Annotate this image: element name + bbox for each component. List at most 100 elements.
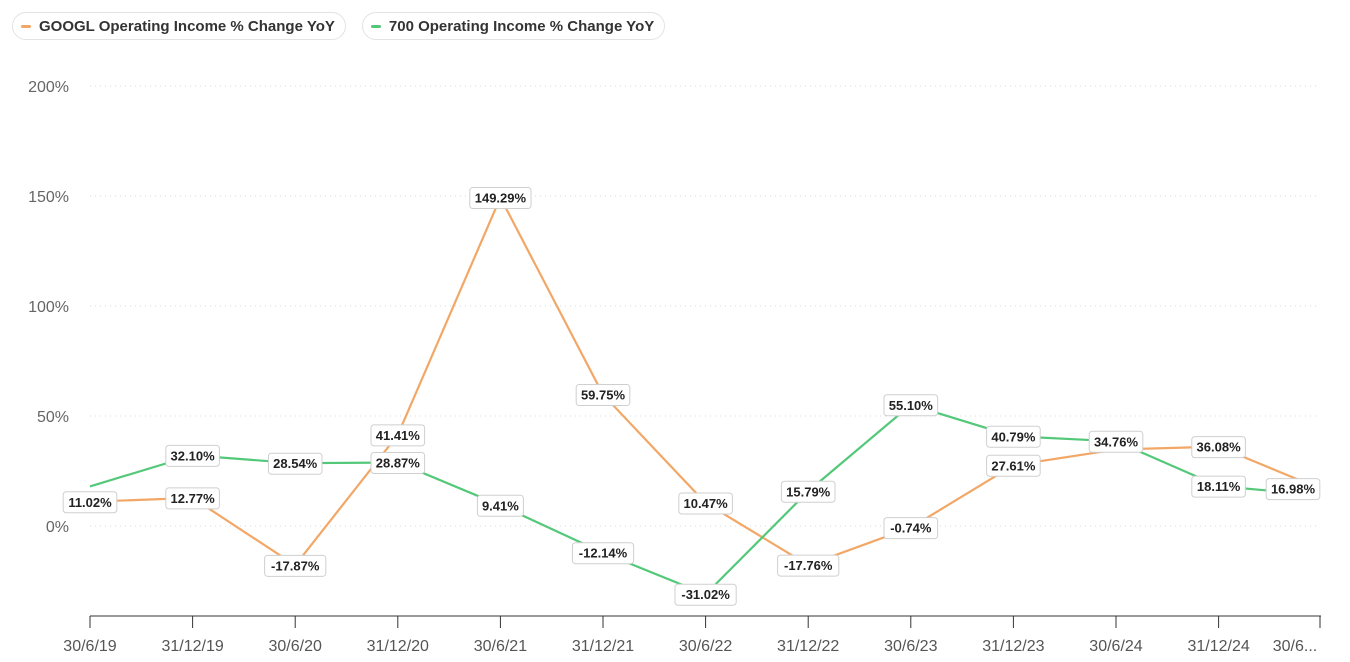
data-label-text: 28.87%: [376, 455, 421, 470]
data-label-box: [777, 554, 840, 577]
data-label-googl: 10.47%: [678, 492, 733, 515]
legend-swatch-googl: [21, 24, 31, 28]
data-label-box: [571, 542, 635, 565]
y-tick-label: 200%: [28, 79, 69, 96]
x-tick-label: 31/12/19: [161, 638, 223, 655]
data-label-box: [986, 454, 1041, 477]
x-tick-label: 30/6/22: [679, 638, 732, 655]
data-label-box: [1191, 475, 1246, 498]
data-label-box: [469, 187, 532, 210]
data-label-text: -31.02%: [681, 587, 730, 602]
data-label-text: 149.29%: [475, 191, 527, 206]
data-label-box: [986, 425, 1041, 448]
data-label-box: [1191, 436, 1246, 459]
data-label-box: [575, 384, 631, 407]
legend-label-tencent: 700 Operating Income % Change YoY: [388, 17, 655, 35]
data-label-box: [264, 554, 327, 577]
data-label-text: 59.75%: [581, 388, 626, 403]
data-label-text: 15.79%: [786, 484, 831, 499]
y-axis: 0% 50% 100% 150% 200%: [28, 79, 69, 536]
data-label-text: 18.11%: [1197, 479, 1241, 494]
data-label-text: 12.77%: [171, 491, 216, 506]
data-label-tencent: 15.79%: [780, 480, 836, 503]
y-tick-label: 0%: [46, 519, 69, 536]
data-label-text: 36.08%: [1197, 440, 1242, 455]
data-label-tencent: 28.87%: [370, 451, 426, 474]
data-label-box: [370, 451, 426, 474]
data-label-googl: 27.61%: [986, 454, 1041, 477]
data-label-googl: 11.02%: [62, 491, 118, 514]
data-label-box: [1265, 478, 1321, 501]
data-label-text: -12.14%: [579, 546, 628, 561]
data-label-tencent: -12.14%: [571, 542, 635, 565]
data-label-tencent: 18.11%: [1191, 475, 1246, 498]
data-label-box: [267, 452, 323, 475]
x-tick-label: 30/6/24: [1089, 638, 1142, 655]
data-label-googl: 149.29%: [469, 187, 532, 210]
data-label-text: 9.41%: [482, 498, 519, 513]
data-label-text: 34.76%: [1094, 434, 1139, 449]
data-label-box: [883, 394, 939, 417]
x-tick-label: 31/12/21: [572, 638, 634, 655]
x-tick-label: 30/6/20: [269, 638, 322, 655]
data-label-text: 55.10%: [889, 398, 934, 413]
data-label-googl: 12.77%: [165, 487, 220, 510]
chart-legend: GOOGL Operating Income % Change YoY 700 …: [12, 12, 666, 40]
data-label-box: [780, 480, 836, 503]
x-tick-label: 30/6/23: [884, 638, 937, 655]
data-label-text: -17.87%: [271, 558, 320, 573]
data-label-tencent: 34.76%: [1088, 430, 1144, 453]
data-label-googl: -17.76%: [777, 554, 840, 577]
legend-item-tencent[interactable]: 700 Operating Income % Change YoY: [361, 12, 666, 40]
data-label-box: [370, 424, 426, 447]
data-label-googl: 41.41%: [370, 424, 426, 447]
x-tick-label: 31/12/22: [777, 638, 839, 655]
x-tick-label: 31/12/23: [982, 638, 1044, 655]
y-tick-label: 50%: [37, 409, 69, 426]
data-label-text: 11.02%: [68, 495, 112, 510]
data-label-text: 40.79%: [991, 429, 1036, 444]
grid-layer: [90, 85, 1320, 527]
legend-item-googl[interactable]: GOOGL Operating Income % Change YoY: [12, 12, 346, 40]
x-tick-label: 30/6/21: [474, 638, 527, 655]
data-label-box: [165, 487, 220, 510]
data-label-googl: -0.74%: [883, 517, 939, 540]
data-label-tencent: 28.54%: [267, 452, 323, 475]
x-tick-label: 31/12/24: [1187, 638, 1249, 655]
data-label-layer: 11.02% 12.77% -17.87% 41.41% 149.29% 59.75% 10…: [62, 187, 1321, 606]
data-label-text: 32.10%: [171, 448, 216, 463]
legend-label-googl: GOOGL Operating Income % Change YoY: [39, 17, 335, 35]
data-label-box: [1088, 430, 1144, 453]
data-label-googl: 36.08%: [1191, 436, 1246, 459]
data-label-tencent: 9.41%: [476, 494, 524, 517]
data-label-text: -0.74%: [890, 521, 932, 536]
data-label-googl: 16.98%: [1265, 478, 1321, 501]
data-label-text: 16.98%: [1271, 482, 1316, 497]
data-label-tencent: 40.79%: [986, 425, 1041, 448]
data-label-googl: 59.75%: [575, 384, 631, 407]
data-label-box: [165, 444, 220, 467]
y-tick-label: 150%: [28, 189, 69, 206]
legend-swatch-tencent: [370, 24, 381, 28]
data-label-text: -17.76%: [784, 558, 833, 573]
series-layer: [89, 196, 1321, 596]
data-label-box: [62, 491, 118, 514]
x-tick-label: 30/6...: [1273, 638, 1317, 655]
data-label-box: [883, 517, 939, 540]
data-label-box: [674, 583, 737, 606]
data-label-text: 27.61%: [991, 458, 1036, 473]
data-label-tencent: -31.02%: [674, 583, 737, 606]
x-tick-label: 30/6/19: [63, 638, 116, 655]
data-label-box: [476, 494, 524, 517]
data-label-text: 10.47%: [684, 496, 729, 511]
data-label-tencent: 55.10%: [883, 394, 939, 417]
data-label-googl: -17.87%: [264, 554, 327, 577]
y-tick-label: 100%: [28, 299, 69, 316]
data-label-text: 28.54%: [273, 456, 318, 471]
x-axis: 30/6/19 31/12/19 30/6/20 31/12/20 30/6/21 31/…: [63, 615, 1321, 655]
data-label-box: [678, 492, 733, 515]
data-label-text: 41.41%: [376, 428, 421, 443]
data-label-tencent: 32.10%: [165, 444, 220, 467]
x-tick-label: 31/12/20: [367, 638, 429, 655]
